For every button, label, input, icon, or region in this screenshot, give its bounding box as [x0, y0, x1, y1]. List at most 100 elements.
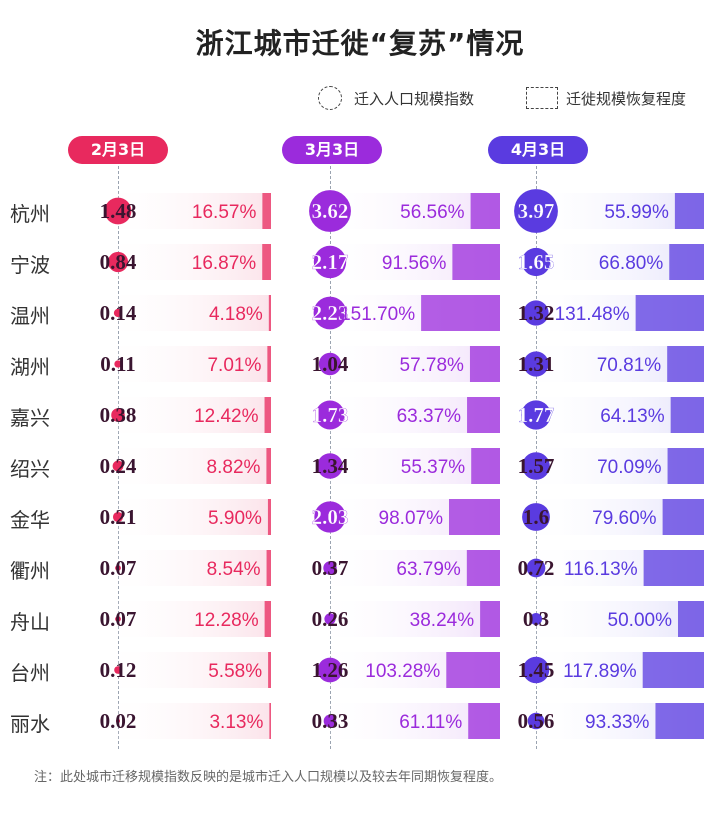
- index-value-label: 1.6: [523, 505, 549, 529]
- recovery-value-label: 66.80%: [599, 253, 664, 274]
- index-value-label: 1.73: [312, 403, 349, 427]
- recovery-bar: [267, 346, 271, 382]
- recovery-value-label: 151.70%: [340, 304, 415, 325]
- index-circle: [112, 511, 124, 523]
- index-value-label: 0.07: [100, 556, 137, 580]
- recovery-value-label: 4.18%: [209, 304, 263, 325]
- index-value-label: 2.23: [312, 301, 349, 325]
- recovery-value-label: 50.00%: [608, 610, 673, 631]
- legend-circle-icon: [318, 86, 342, 110]
- recovery-value-label: 12.42%: [194, 406, 259, 427]
- index-value-label: 1.04: [312, 352, 349, 376]
- row-background: [98, 448, 271, 484]
- recovery-bar: [669, 244, 704, 280]
- index-value-label: 0.07: [100, 607, 137, 631]
- recovery-value-label: 98.07%: [379, 508, 444, 529]
- recovery-value-label: 3.13%: [209, 712, 263, 733]
- recovery-value-label: 131.48%: [555, 304, 630, 325]
- recovery-value-label: 63.79%: [396, 559, 461, 580]
- index-circle: [313, 245, 347, 279]
- recovery-bar: [678, 601, 704, 637]
- index-circle: [323, 714, 337, 728]
- recovery-bar: [267, 499, 271, 535]
- index-value-label: 1.34: [312, 454, 349, 478]
- recovery-bar: [449, 499, 500, 535]
- recovery-bar: [421, 295, 500, 331]
- index-value-label: 1.65: [518, 250, 555, 274]
- recovery-value-label: 116.13%: [564, 559, 638, 580]
- index-value-label: 0.11: [100, 352, 136, 376]
- recovery-bar: [264, 397, 271, 433]
- index-circle: [112, 460, 124, 472]
- recovery-value-label: 57.78%: [400, 355, 465, 376]
- row-background: [98, 703, 271, 739]
- row-background: [98, 397, 271, 433]
- index-circle: [522, 452, 550, 480]
- index-value-label: 1.32: [518, 301, 555, 325]
- row-background: [98, 652, 271, 688]
- index-value-label: 0.3: [523, 607, 549, 631]
- recovery-bar: [655, 703, 704, 739]
- row-background: [98, 601, 271, 637]
- recovery-bar: [674, 193, 704, 229]
- index-value-label: 0.12: [100, 658, 137, 682]
- index-circle: [523, 300, 549, 326]
- index-circle: [315, 400, 345, 430]
- legend-rect-label: 迁徙规模恢复程度: [566, 90, 687, 108]
- index-value-label: 0.84: [100, 250, 137, 274]
- index-circle: [323, 561, 337, 575]
- recovery-bar: [642, 652, 704, 688]
- city-label: 温州: [10, 304, 50, 328]
- period-label-3: 4月3日: [488, 136, 588, 164]
- recovery-bar: [266, 550, 271, 586]
- recovery-bar: [662, 499, 704, 535]
- row-background: [98, 295, 271, 331]
- index-circle: [114, 666, 122, 674]
- row-background: [98, 346, 271, 382]
- chart-title: 浙江城市迁徙“复苏”情况: [195, 27, 525, 60]
- recovery-value-label: 63.37%: [397, 406, 462, 427]
- index-circle: [111, 408, 125, 422]
- index-circle: [113, 308, 123, 318]
- index-circle: [514, 189, 558, 233]
- index-value-label: 1.31: [518, 352, 555, 376]
- recovery-value-label: 7.01%: [207, 355, 261, 376]
- row-background: [310, 346, 500, 382]
- recovery-bar: [480, 601, 500, 637]
- recovery-value-label: 16.87%: [192, 253, 257, 274]
- index-circle: [529, 612, 543, 626]
- index-value-label: 0.21: [100, 505, 137, 529]
- recovery-bar: [667, 448, 704, 484]
- index-value-label: 0.56: [518, 709, 555, 733]
- recovery-bar: [262, 193, 271, 229]
- recovery-bar: [446, 652, 500, 688]
- index-value-label: 1.77: [518, 403, 555, 427]
- city-label: 金华: [10, 508, 50, 532]
- index-circle: [116, 719, 120, 723]
- city-label: 台州: [10, 661, 50, 685]
- recovery-value-label: 12.28%: [194, 610, 259, 631]
- recovery-bar: [266, 448, 271, 484]
- city-label: 杭州: [10, 202, 50, 226]
- recovery-value-label: 64.13%: [600, 406, 665, 427]
- index-circle: [114, 360, 122, 368]
- index-value-label: 0.02: [100, 709, 137, 733]
- index-circle: [314, 501, 346, 533]
- index-circle: [104, 197, 132, 225]
- recovery-bar: [268, 295, 271, 331]
- recovery-value-label: 56.56%: [400, 202, 465, 223]
- index-circle: [523, 351, 549, 377]
- recovery-value-label: 55.37%: [401, 457, 466, 478]
- recovery-bar: [670, 397, 704, 433]
- index-value-label: 2.17: [312, 250, 349, 274]
- index-value-label: 0.37: [312, 556, 349, 580]
- index-value-label: 2.03: [312, 505, 349, 529]
- index-circle: [522, 503, 550, 531]
- index-circle: [521, 247, 551, 277]
- index-value-label: 1.45: [518, 658, 555, 682]
- recovery-bar: [467, 397, 500, 433]
- city-label: 绍兴: [10, 457, 50, 481]
- footnote: 注：此处城市迁移规模指数反映的是城市迁入人口规模以及较去年同期恢复程度。: [34, 770, 503, 785]
- recovery-bar: [471, 448, 500, 484]
